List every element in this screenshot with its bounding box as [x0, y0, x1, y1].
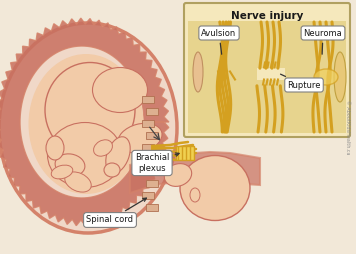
Text: Brachial
plexus: Brachial plexus [135, 153, 179, 173]
Ellipse shape [193, 52, 203, 92]
Ellipse shape [94, 140, 112, 156]
Ellipse shape [45, 62, 135, 157]
Text: Avulsion: Avulsion [201, 28, 237, 54]
Ellipse shape [190, 188, 200, 202]
Bar [188, 21, 346, 133]
Text: Neuroma: Neuroma [304, 28, 342, 54]
Bar [146, 204, 158, 211]
Ellipse shape [106, 137, 130, 173]
Bar [146, 156, 158, 163]
Bar [142, 144, 154, 151]
Ellipse shape [28, 54, 143, 194]
Bar [142, 96, 154, 103]
Ellipse shape [334, 52, 346, 102]
Ellipse shape [118, 123, 162, 153]
Bar [142, 120, 154, 127]
FancyBboxPatch shape [184, 3, 350, 137]
Bar [142, 168, 154, 175]
Ellipse shape [0, 23, 177, 233]
Ellipse shape [46, 136, 64, 160]
Polygon shape [0, 18, 169, 226]
Text: Nerve injury: Nerve injury [231, 11, 303, 21]
Ellipse shape [55, 154, 85, 176]
Ellipse shape [93, 68, 147, 113]
Ellipse shape [164, 164, 192, 186]
Ellipse shape [104, 163, 120, 177]
Bar [257, 68, 285, 80]
Bar [146, 180, 158, 187]
Bar [146, 108, 158, 115]
Bar [146, 132, 158, 139]
Ellipse shape [47, 122, 122, 187]
Text: © AboutKidsHealth.ca: © AboutKidsHealth.ca [345, 100, 350, 154]
Bar [176, 146, 194, 160]
Ellipse shape [65, 172, 91, 192]
Polygon shape [130, 152, 260, 193]
Text: Spinal cord: Spinal cord [87, 198, 146, 225]
Bar [142, 192, 154, 199]
Ellipse shape [314, 69, 338, 85]
Text: Rupture: Rupture [281, 74, 321, 89]
Ellipse shape [180, 155, 250, 220]
Ellipse shape [51, 165, 73, 179]
